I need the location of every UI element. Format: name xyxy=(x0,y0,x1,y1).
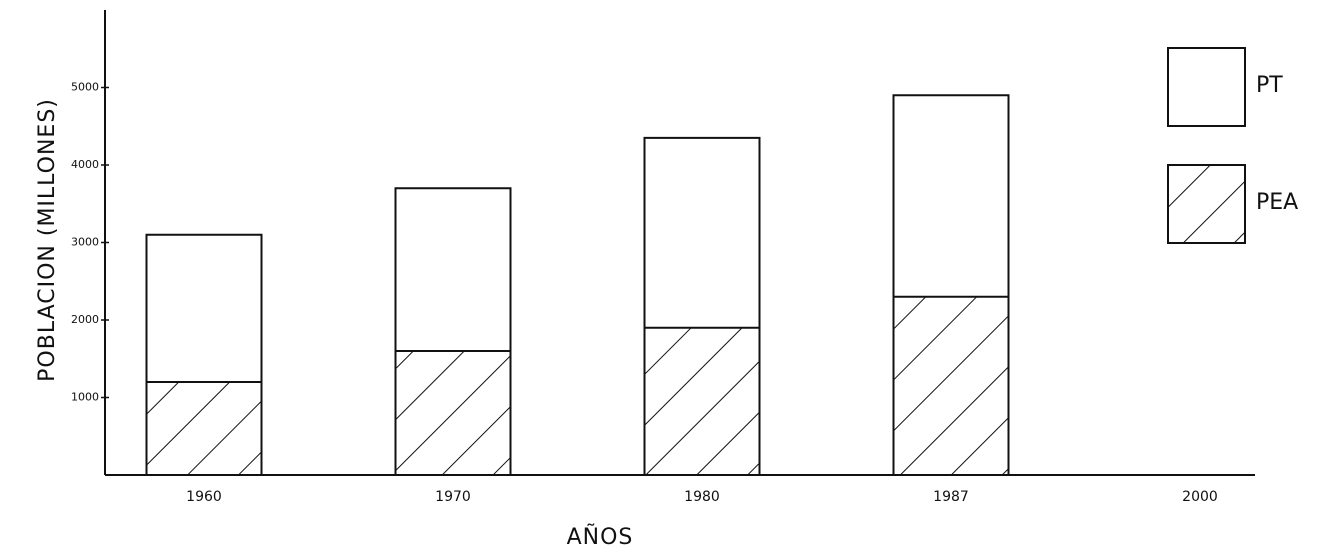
x-tick-label: 1970 xyxy=(435,489,471,505)
legend-label: PEA xyxy=(1256,190,1298,215)
y-tick-label: 3000 xyxy=(71,236,99,249)
legend-label: PT xyxy=(1256,73,1283,98)
x-tick-label: 1960 xyxy=(186,489,222,505)
y-tick-label: 4000 xyxy=(71,158,99,171)
x-tick-label: 2000 xyxy=(1182,489,1218,505)
y-tick-label: 1000 xyxy=(71,391,99,404)
y-tick-label: 5000 xyxy=(71,81,99,94)
legend-swatch xyxy=(1167,164,1246,244)
bar xyxy=(394,350,512,476)
bar xyxy=(892,295,1010,476)
y-tick-label: 2000 xyxy=(71,313,99,326)
legend-swatch xyxy=(1167,47,1246,127)
bar xyxy=(145,381,263,476)
x-tick-label: 1987 xyxy=(933,489,969,505)
y-axis-label: POBLACION (MILLONES) xyxy=(35,98,60,382)
x-tick-label: 1980 xyxy=(684,489,720,505)
x-axis-label: AÑOS xyxy=(567,523,634,550)
bar xyxy=(643,326,761,476)
